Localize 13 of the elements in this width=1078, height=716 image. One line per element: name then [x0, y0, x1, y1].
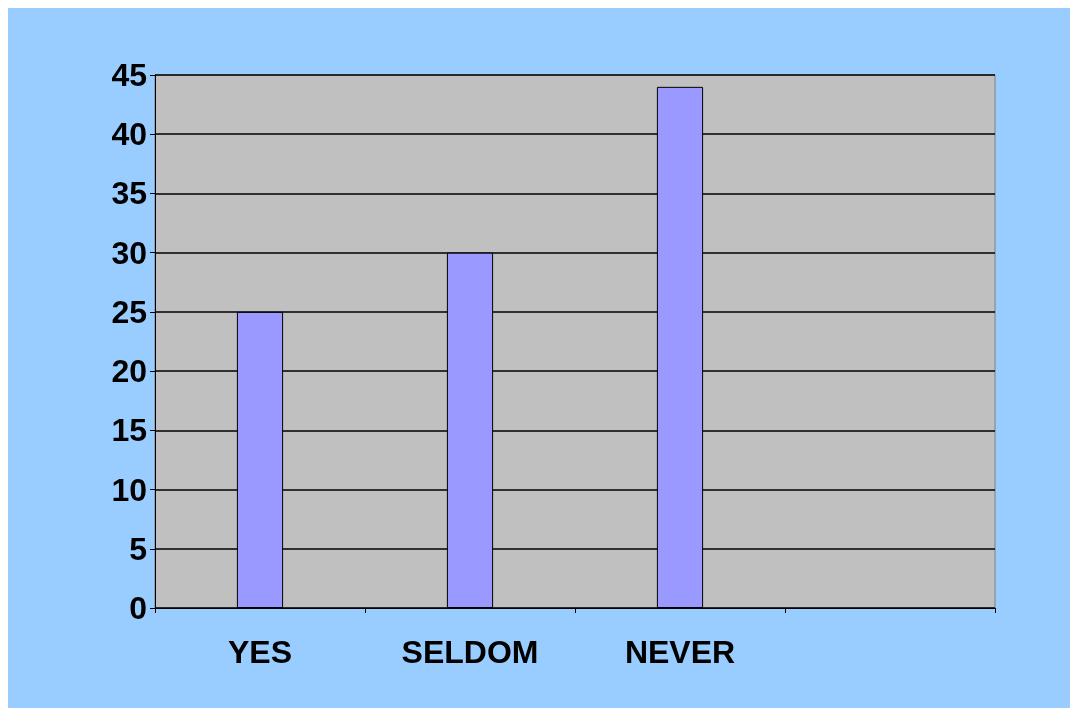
x-tick-label: NEVER [624, 634, 736, 670]
y-tick-label: 15 [111, 412, 147, 449]
x-tick-label: SELDOM [401, 634, 539, 670]
x-tick-label: YES [227, 634, 293, 670]
y-tick-label: 10 [111, 471, 147, 508]
y-tick-label: 45 [111, 57, 147, 93]
y-tick-label: 25 [111, 293, 147, 330]
y-tick-label: 20 [111, 353, 147, 390]
y-tick-label: 5 [129, 530, 147, 567]
y-tick-label: 0 [129, 590, 147, 626]
y-tick-label: 40 [111, 116, 147, 153]
y-tick-label: 30 [111, 234, 147, 271]
y-tick-label: 35 [111, 175, 147, 212]
